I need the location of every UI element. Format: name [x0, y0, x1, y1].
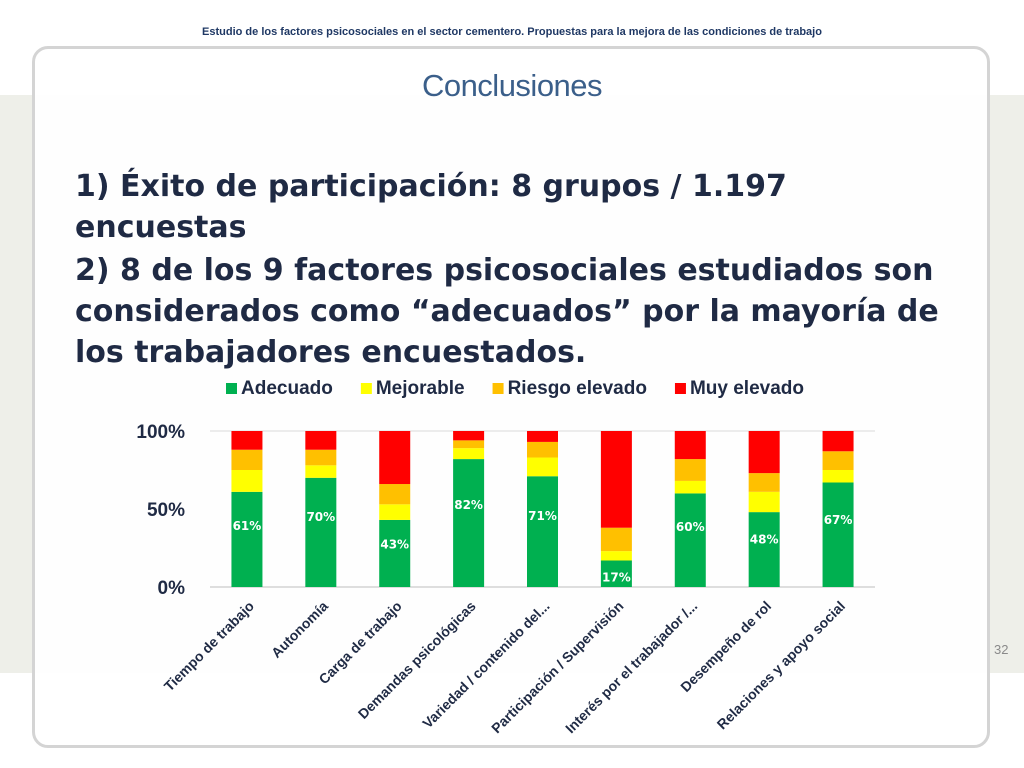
bar-segment-mejorable — [822, 470, 854, 483]
legend-label: Adecuado — [241, 378, 333, 399]
category-label: Autonomía — [268, 598, 331, 661]
legend-label: Muy elevado — [690, 378, 804, 399]
category-label: Demandas psicológicas — [355, 598, 479, 722]
content-card — [32, 46, 990, 748]
legend-swatch — [226, 383, 237, 394]
y-tick-label: 0% — [158, 578, 186, 599]
data-label: 17% — [602, 570, 631, 584]
bar-segment-riesgo-elevado — [453, 440, 485, 449]
bar-segment-riesgo-elevado — [674, 459, 706, 481]
bar-segment-muy-elevado — [748, 431, 780, 474]
bar-segment-adecuado — [305, 477, 337, 587]
legend-label: Mejorable — [376, 378, 465, 399]
y-tick-label: 50% — [147, 500, 185, 521]
category-label: Variedad / contenido del... — [419, 598, 552, 731]
bar-segment-mejorable — [674, 480, 706, 494]
bar-segment-adecuado — [231, 491, 263, 587]
bar-segment-riesgo-elevado — [379, 484, 411, 505]
bar-segment-muy-elevado — [453, 431, 485, 441]
bar-segment-riesgo-elevado — [822, 451, 854, 470]
bar-segment-mejorable — [305, 465, 337, 478]
data-label: 67% — [824, 513, 853, 527]
bar-segment-mejorable — [600, 551, 632, 561]
legend-label: Riesgo elevado — [508, 378, 647, 399]
conclusion-point-1: 1) Éxito de participación: 8 grupos / 1.… — [75, 169, 787, 245]
bar-segment-muy-elevado — [231, 431, 263, 450]
bar-segment-riesgo-elevado — [600, 527, 632, 552]
bar-segment-muy-elevado — [379, 431, 411, 485]
bar-segment-mejorable — [453, 448, 485, 460]
bar-segment-muy-elevado — [527, 431, 558, 442]
data-label: 60% — [676, 520, 705, 534]
category-label: Participación / Supervisión — [488, 598, 626, 736]
category-label: Interés por el trabajador /... — [562, 598, 700, 736]
bar-segment-muy-elevado — [822, 431, 854, 452]
bar-segment-riesgo-elevado — [231, 449, 263, 470]
data-label: 61% — [233, 519, 262, 533]
legend-swatch — [360, 383, 372, 394]
legend-swatch — [492, 383, 504, 394]
bar-segment-mejorable — [379, 504, 411, 520]
bar-segment-muy-elevado — [674, 431, 706, 460]
slide-title: Conclusiones — [421, 68, 603, 103]
bar-segment-riesgo-elevado — [305, 449, 337, 466]
bar-segment-mejorable — [748, 491, 780, 513]
data-label: 70% — [306, 510, 335, 524]
bar-segment-muy-elevado — [305, 431, 337, 450]
data-label: 43% — [380, 537, 409, 551]
bar-segment-adecuado — [674, 493, 706, 587]
bar-segment-muy-elevado — [600, 431, 632, 528]
category-label: Tiempo de trabajo — [161, 598, 257, 694]
data-label: 48% — [750, 532, 779, 546]
bar-segment-adecuado — [600, 560, 632, 587]
bar-segment-riesgo-elevado — [527, 441, 558, 458]
y-tick-label: 100% — [136, 422, 185, 443]
running-header: Estudio de los factores psicosociales en… — [202, 26, 822, 38]
bar-segment-adecuado — [453, 459, 485, 587]
bar-segment-adecuado — [379, 519, 411, 587]
bar-segment-adecuado — [527, 476, 558, 587]
bar-segment-mejorable — [231, 470, 263, 492]
bar-segment-adecuado — [822, 482, 854, 587]
bar-segment-adecuado — [748, 512, 780, 587]
data-label: 82% — [454, 498, 483, 512]
bar-segment-riesgo-elevado — [748, 473, 780, 492]
bar-segment-mejorable — [527, 457, 558, 477]
page-number: 32 — [994, 642, 1009, 657]
data-label: 71% — [528, 509, 557, 523]
legend-swatch — [674, 383, 686, 394]
conclusion-point-2: 2) 8 de los 9 factores psicosociales est… — [75, 253, 939, 370]
category-label: Relaciones y apoyo social — [714, 598, 849, 733]
